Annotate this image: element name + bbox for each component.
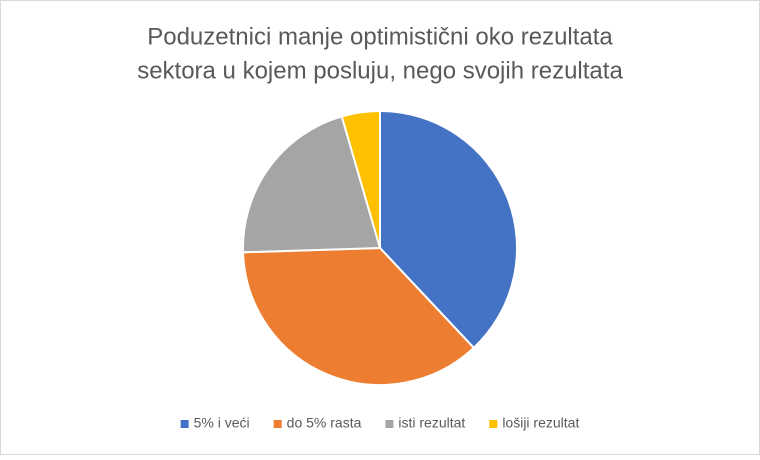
legend-swatch — [180, 420, 189, 428]
pie-slice — [340, 109, 381, 249]
legend-label: isti rezultat — [398, 415, 465, 431]
legend-swatch — [385, 420, 394, 428]
chart-title: Poduzetnici manje optimistični oko rezul… — [147, 23, 613, 50]
pie-slice — [379, 109, 518, 350]
pie-slice — [242, 115, 382, 254]
legend-label: 5% i veći — [194, 415, 250, 431]
legend-label: lošiji rezultat — [502, 415, 579, 431]
chart-title: sektora u kojem posluju, nego svojih rez… — [137, 57, 623, 84]
legend-swatch — [489, 420, 498, 428]
legend-label: do 5% rasta — [287, 415, 362, 431]
pie-slice — [242, 246, 476, 386]
legend-swatch — [273, 420, 282, 428]
